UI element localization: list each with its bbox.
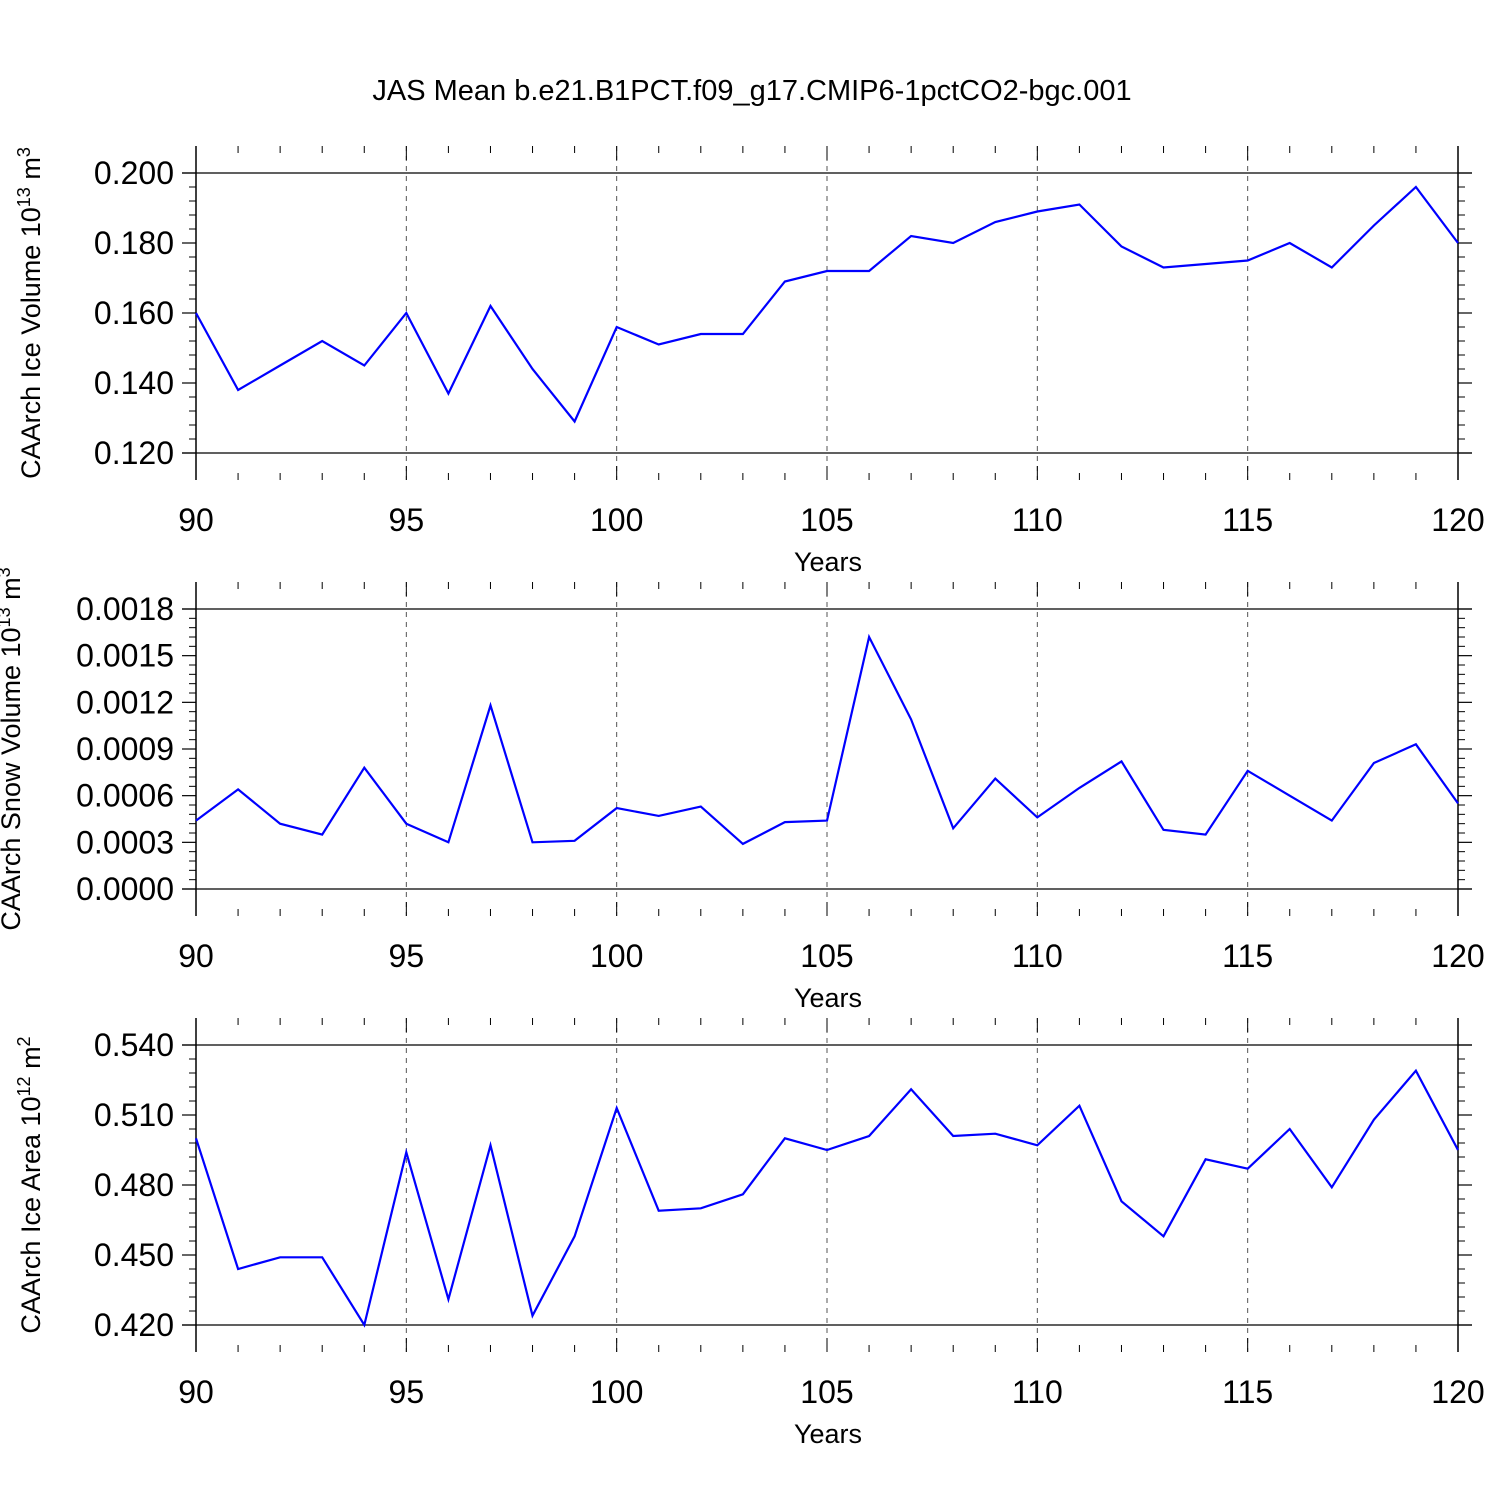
- x-axis-title: Years: [794, 1419, 862, 1449]
- y-tick-label: 0.450: [94, 1237, 174, 1273]
- y-axis-title-superscript: 3: [0, 567, 14, 577]
- y-tick-label: 0.200: [94, 155, 174, 191]
- y-axis-title-superscript: 3: [14, 147, 34, 157]
- x-tick-label: 115: [1222, 502, 1273, 538]
- x-tick-label: 105: [800, 1374, 853, 1410]
- y-axis-title-text: CAArch Ice Area 10: [16, 1096, 46, 1333]
- x-axis-title: Years: [794, 547, 862, 577]
- y-axis-title-text: m: [0, 577, 26, 607]
- x-tick-label: 90: [178, 502, 214, 538]
- y-axis-title: CAArch Ice Volume 1013 m3: [14, 147, 46, 479]
- x-tick-label: 100: [590, 502, 643, 538]
- x-tick-label: 115: [1222, 938, 1273, 974]
- y-tick-label: 0.420: [94, 1307, 174, 1343]
- y-axis-title-superscript: 12: [14, 1076, 34, 1096]
- y-axis-title-text: CAArch Snow Volume 10: [0, 627, 26, 930]
- chart-title: JAS Mean b.e21.B1PCT.f09_g17.CMIP6-1pctC…: [372, 75, 1131, 107]
- x-tick-label: 95: [389, 502, 425, 538]
- x-tick-label: 90: [178, 1374, 214, 1410]
- series-line-1: [195, 185, 1459, 424]
- chart-panels: 90 95 100 105 110 115 120 0.120 0.140 0.160 0.180 0…: [0, 146, 1485, 1449]
- plot-panel-1: 90 95 100 105 110 115 120 0.120 0.140 0.160 0.180 0…: [14, 146, 1485, 577]
- y-axis-title-text: CAArch Ice Volume 10: [16, 207, 46, 479]
- y-tick-label: 0.180: [94, 225, 174, 261]
- x-tick-label: 120: [1431, 938, 1484, 974]
- y-tick-label: 0.0012: [76, 684, 174, 720]
- x-tick-label: 90: [178, 938, 214, 974]
- x-tick-label: 95: [389, 938, 425, 974]
- y-axis-title-text: m: [16, 157, 46, 187]
- series-line-3: [194, 1068, 1459, 1328]
- y-axis-title-superscript: 2: [14, 1036, 34, 1046]
- x-axis-title: Years: [794, 983, 862, 1013]
- y-tick-label: 0.0000: [76, 871, 174, 907]
- x-tick-label: 105: [800, 502, 853, 538]
- x-tick-label: 115: [1222, 1374, 1273, 1410]
- y-axis-title-text: m: [16, 1046, 46, 1076]
- y-axis-title-superscript: 13: [0, 607, 14, 627]
- plot-panel-3: 90 95 100 105 110 115 120 0.420 0.450 0.480 0.510 0…: [14, 1018, 1485, 1449]
- y-axis-title-superscript: 13: [14, 187, 34, 207]
- y-axis-title: CAArch Snow Volume 1013 m3: [0, 567, 26, 930]
- x-tick-label: 110: [1012, 938, 1063, 974]
- plot-panel-2: 90 95 100 105 110 115 120 0.0000 0.0003 0.0006 0.0…: [0, 567, 1485, 1013]
- x-tick-label: 110: [1012, 1374, 1063, 1410]
- x-tick-label: 105: [800, 938, 853, 974]
- x-tick-label: 100: [590, 938, 643, 974]
- x-tick-label: 120: [1431, 1374, 1484, 1410]
- x-tick-label: 95: [389, 1374, 425, 1410]
- series-line-2: [195, 633, 1459, 846]
- y-tick-label: 0.140: [94, 365, 174, 401]
- y-tick-label: 0.510: [94, 1097, 174, 1133]
- y-tick-label: 0.0003: [76, 824, 174, 860]
- y-tick-label: 0.0009: [76, 731, 174, 767]
- y-axis-title: CAArch Ice Area 1012 m2: [14, 1036, 46, 1333]
- y-tick-label: 0.120: [94, 435, 174, 471]
- y-tick-label: 0.480: [94, 1167, 174, 1203]
- y-tick-label: 0.0018: [76, 591, 174, 627]
- y-tick-label: 0.0015: [76, 638, 174, 674]
- y-tick-label: 0.160: [94, 295, 174, 331]
- x-tick-label: 120: [1431, 502, 1484, 538]
- x-tick-label: 100: [590, 1374, 643, 1410]
- x-tick-label: 110: [1012, 502, 1063, 538]
- y-tick-label: 0.0006: [76, 778, 174, 814]
- y-tick-label: 0.540: [94, 1027, 174, 1063]
